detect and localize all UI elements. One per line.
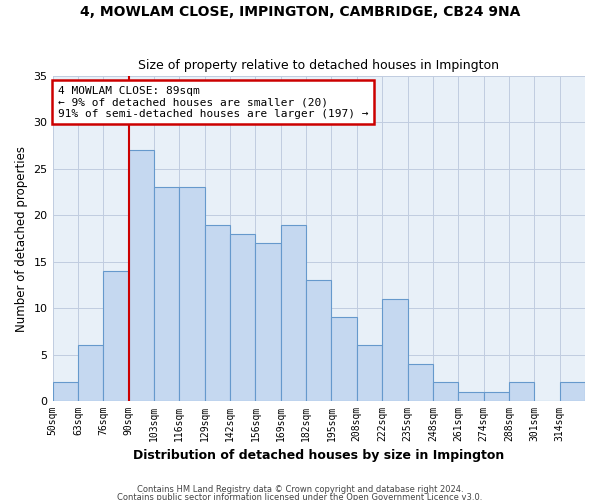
Bar (78, 346, 103, 401)
Text: Contains HM Land Registry data © Crown copyright and database right 2024.: Contains HM Land Registry data © Crown c… (137, 486, 463, 494)
Bar (256, 243, 281, 401)
Bar (306, 280, 331, 401)
Bar (560, 382, 585, 401)
Bar (103, 271, 128, 401)
Bar (458, 392, 484, 401)
Bar (382, 299, 407, 401)
X-axis label: Distribution of detached houses by size in Impington: Distribution of detached houses by size … (133, 450, 505, 462)
Bar (281, 224, 306, 401)
Text: Contains public sector information licensed under the Open Government Licence v3: Contains public sector information licen… (118, 492, 482, 500)
Bar (331, 318, 357, 401)
Bar (230, 234, 256, 401)
Bar (53, 382, 78, 401)
Bar (433, 382, 458, 401)
Text: 4 MOWLAM CLOSE: 89sqm
← 9% of detached houses are smaller (20)
91% of semi-detac: 4 MOWLAM CLOSE: 89sqm ← 9% of detached h… (58, 86, 368, 119)
Text: 4, MOWLAM CLOSE, IMPINGTON, CAMBRIDGE, CB24 9NA: 4, MOWLAM CLOSE, IMPINGTON, CAMBRIDGE, C… (80, 5, 520, 19)
Bar (128, 150, 154, 401)
Bar (407, 364, 433, 401)
Bar (509, 382, 534, 401)
Y-axis label: Number of detached properties: Number of detached properties (15, 146, 28, 332)
Bar (179, 188, 205, 401)
Bar (484, 392, 509, 401)
Bar (357, 346, 382, 401)
Bar (205, 224, 230, 401)
Title: Size of property relative to detached houses in Impington: Size of property relative to detached ho… (138, 59, 499, 72)
Bar (154, 188, 179, 401)
